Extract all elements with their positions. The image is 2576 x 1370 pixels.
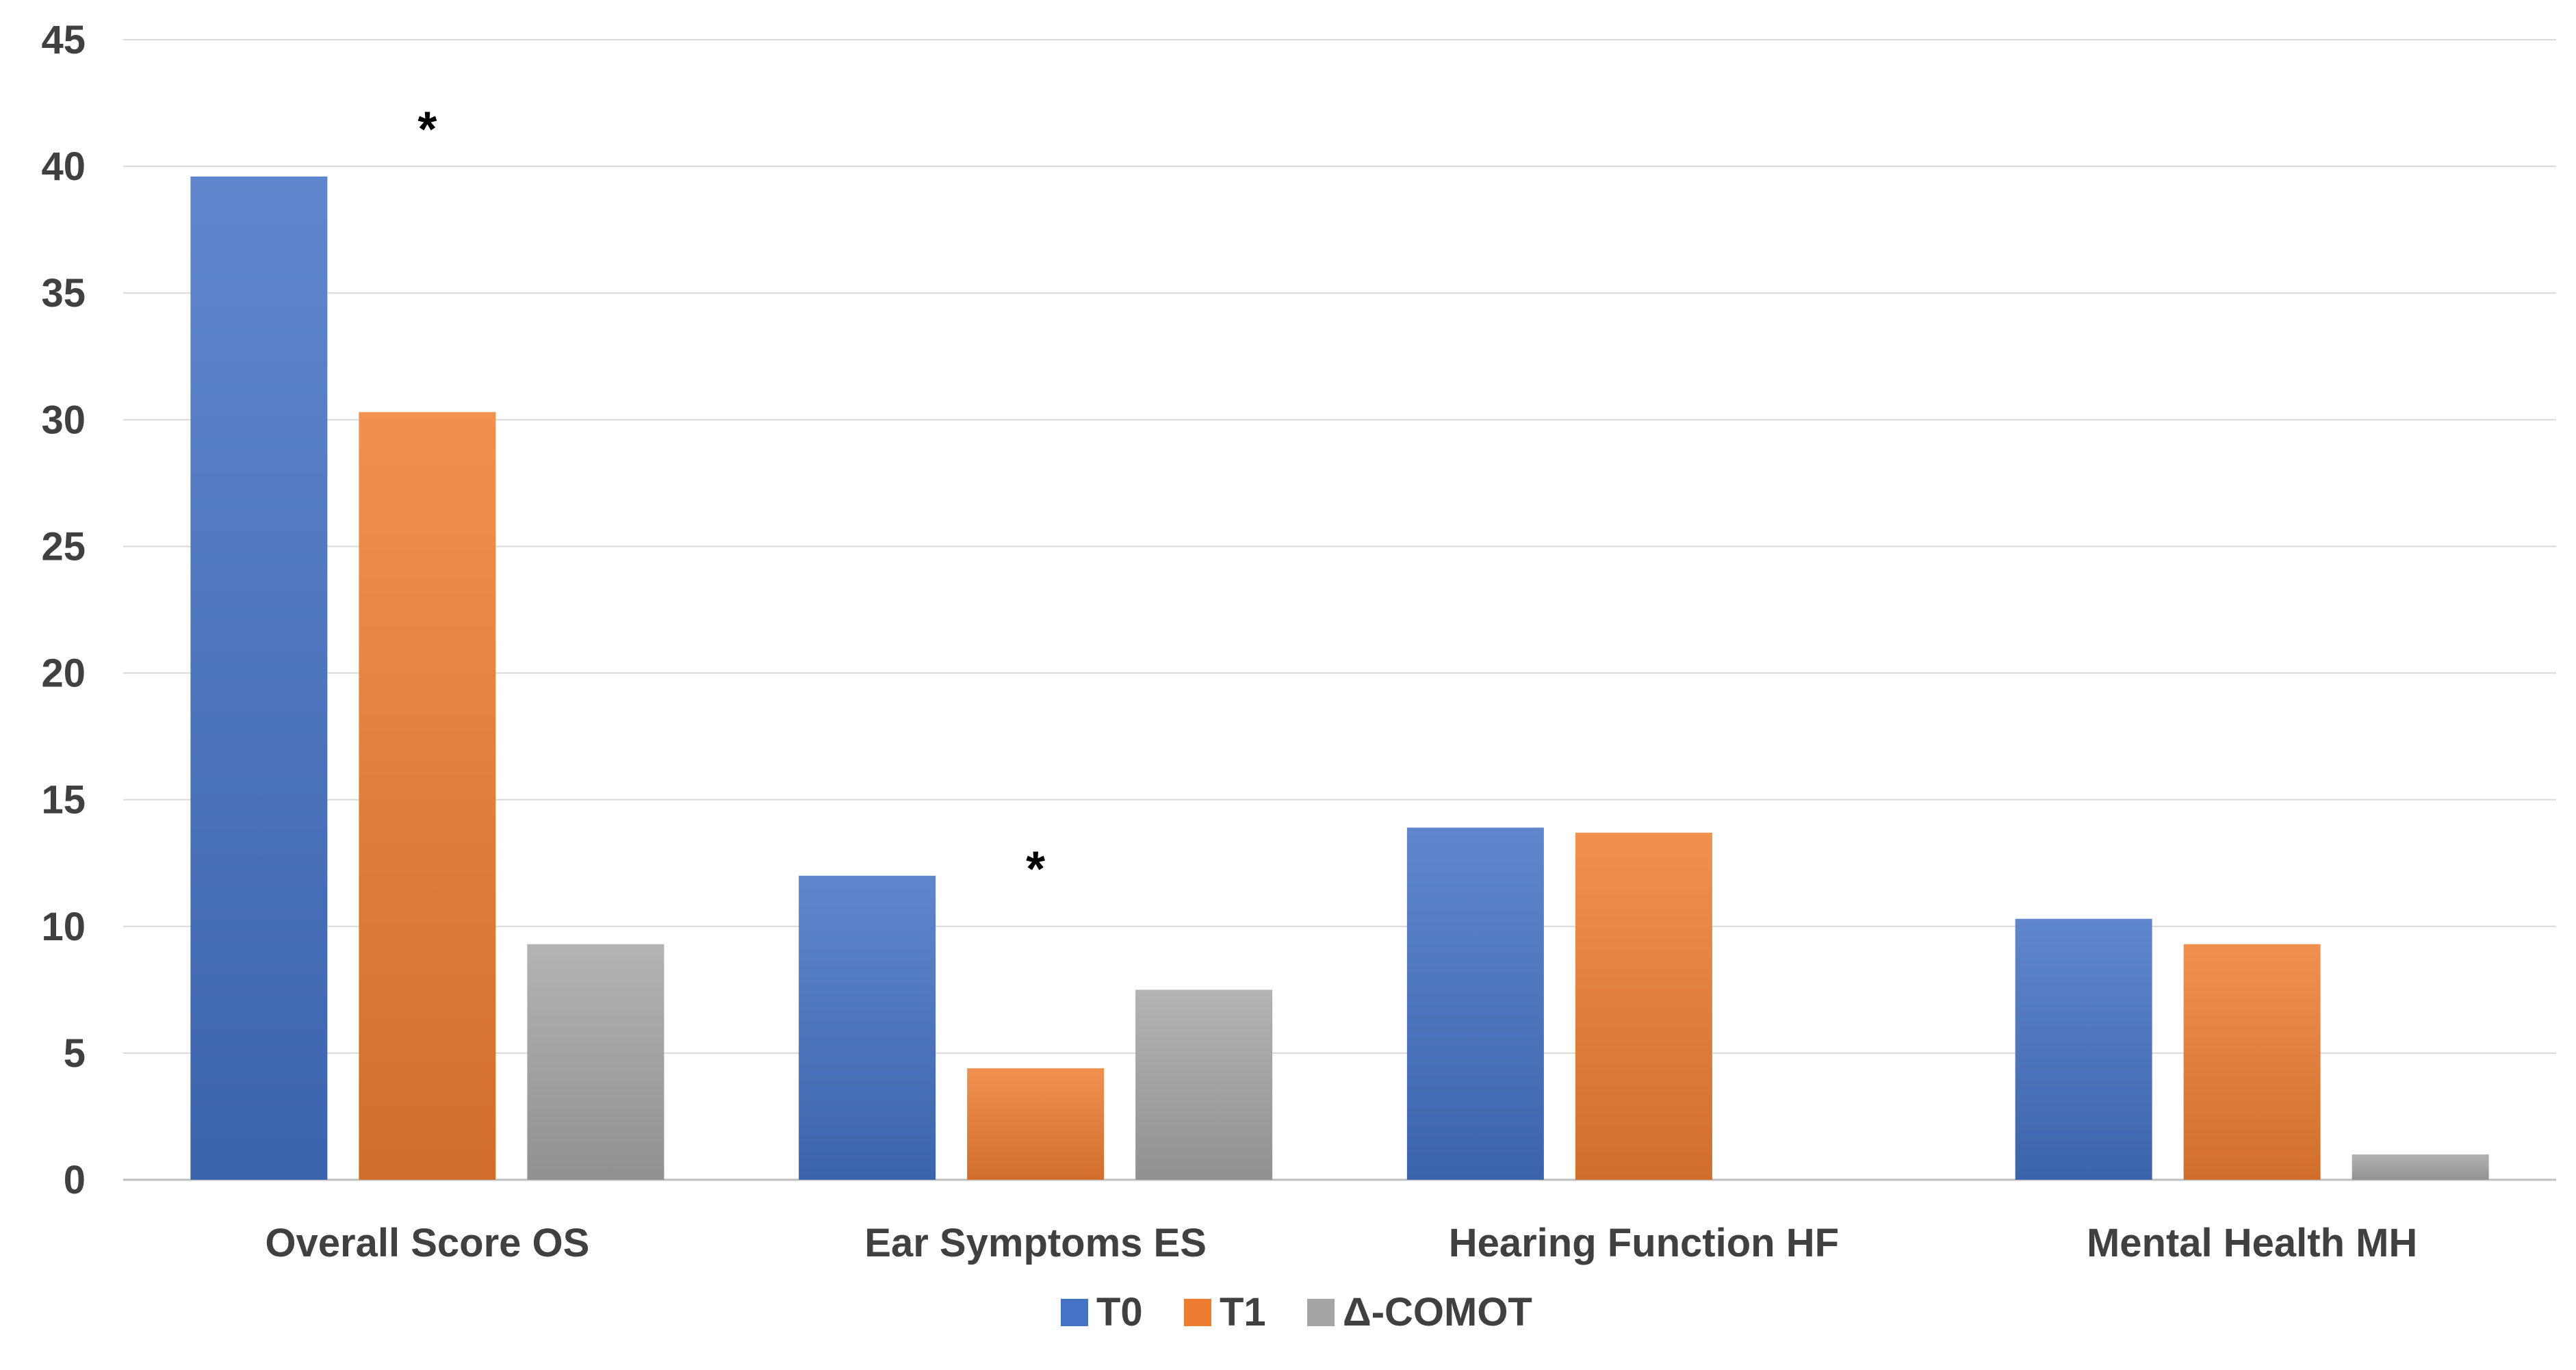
- bar-t1-hearing-function-hf[interactable]: [1575, 832, 1712, 1180]
- bar-t0-ear-symptoms-es[interactable]: [799, 875, 936, 1180]
- y-tick-label: 45: [41, 18, 86, 62]
- bar-t0-hearing-function-hf[interactable]: [1406, 827, 1544, 1180]
- annotations: **: [417, 103, 1045, 897]
- legend-label: T1: [1220, 1290, 1266, 1334]
- significance-asterisk: *: [417, 103, 437, 157]
- y-tick-label: 30: [41, 398, 86, 442]
- y-tick-label: 35: [41, 271, 86, 315]
- legend-item-t1[interactable]: T1: [1184, 1290, 1266, 1334]
- bars-layer: [190, 176, 2489, 1180]
- x-axis: Overall Score OS Ear Symptoms ES Hearing F…: [265, 1221, 2417, 1265]
- y-axis: 0 5 10 15 20 25 30 35 40 45: [41, 18, 86, 1202]
- y-tick-label: 40: [41, 144, 86, 189]
- y-tick-label: 20: [41, 651, 86, 696]
- y-tick-label: 0: [64, 1158, 86, 1202]
- category-label: Mental Health MH: [2087, 1221, 2417, 1265]
- legend-item-comot[interactable]: Δ-COMOT: [1307, 1290, 1532, 1334]
- legend-label: T0: [1096, 1290, 1143, 1334]
- bar-t1-mental-health-mh[interactable]: [2183, 944, 2321, 1180]
- bar-comot-overall-score-os[interactable]: [527, 944, 665, 1180]
- category-label: Hearing Function HF: [1449, 1221, 1839, 1265]
- bar-t1-ear-symptoms-es[interactable]: [967, 1068, 1105, 1180]
- category-label: Overall Score OS: [265, 1221, 589, 1265]
- bar-t0-mental-health-mh[interactable]: [2015, 918, 2152, 1180]
- significance-asterisk: *: [1026, 842, 1045, 897]
- bar-t0-overall-score-os[interactable]: [190, 176, 328, 1180]
- legend-swatch: [1184, 1299, 1211, 1326]
- legend[interactable]: T0 T1 Δ-COMOT: [1061, 1290, 1532, 1334]
- y-tick-label: 5: [64, 1031, 86, 1076]
- legend-label: Δ-COMOT: [1343, 1290, 1532, 1334]
- bar-comot-ear-symptoms-es[interactable]: [1135, 990, 1273, 1180]
- category-label: Ear Symptoms ES: [864, 1221, 1207, 1265]
- y-tick-label: 25: [41, 524, 86, 569]
- legend-swatch: [1061, 1299, 1088, 1326]
- bar-comot-mental-health-mh[interactable]: [2352, 1154, 2489, 1180]
- legend-item-t0[interactable]: T0: [1061, 1290, 1143, 1334]
- y-tick-label: 15: [41, 778, 86, 823]
- bar-t1-overall-score-os[interactable]: [359, 412, 496, 1180]
- y-tick-label: 10: [41, 905, 86, 949]
- legend-swatch: [1307, 1299, 1335, 1326]
